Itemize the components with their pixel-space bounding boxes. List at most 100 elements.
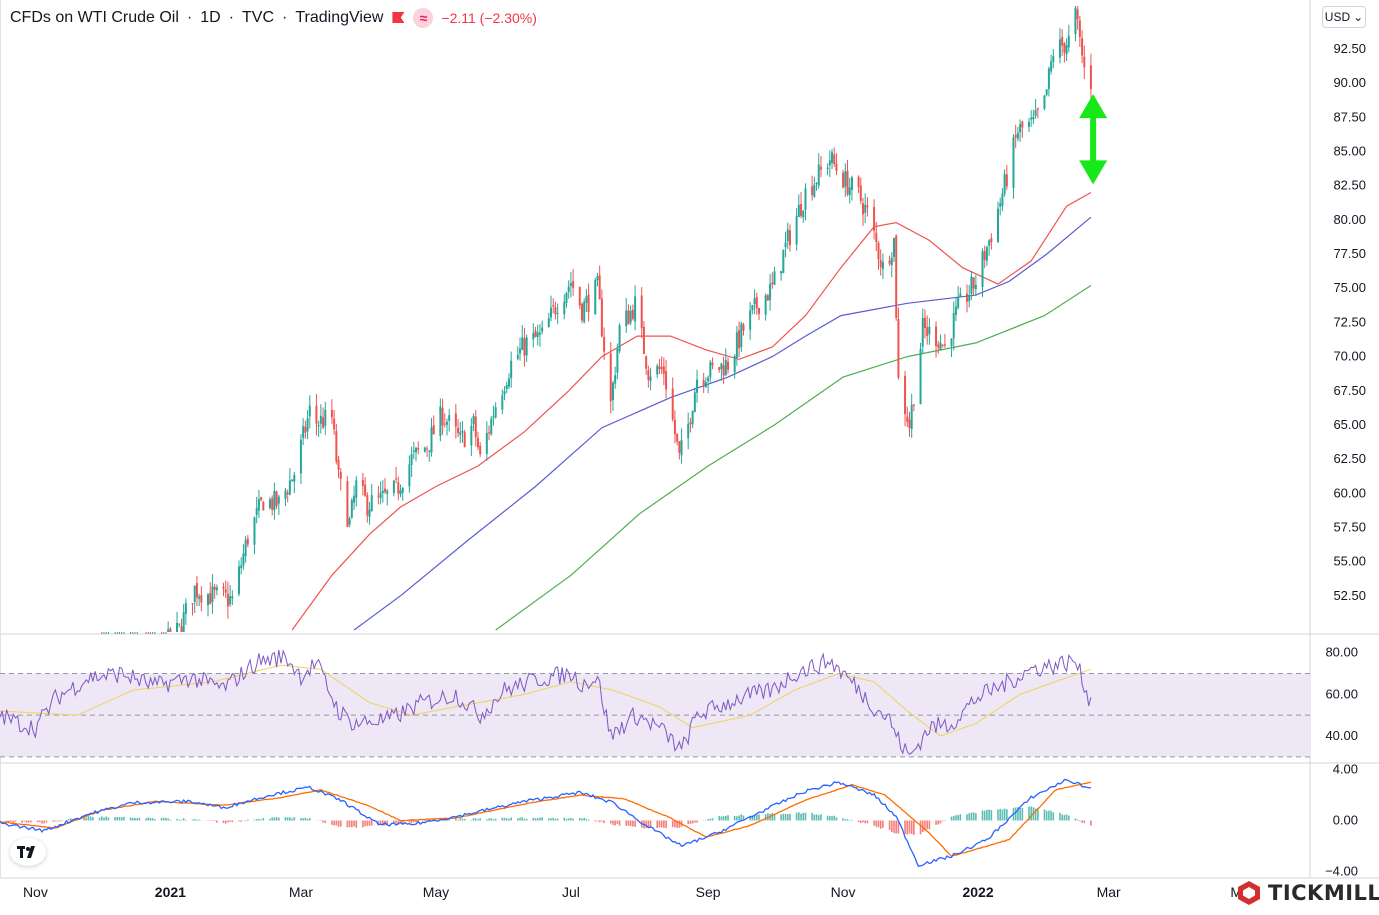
candle-body xyxy=(271,498,274,510)
candle-body xyxy=(848,187,851,196)
macd-line xyxy=(0,778,1091,868)
candle-body xyxy=(572,281,575,288)
candle-body xyxy=(912,404,915,406)
price-tick-label: 60.00 xyxy=(1333,485,1366,500)
candle-body xyxy=(600,298,603,337)
candle-body xyxy=(377,495,380,497)
candle-body xyxy=(740,323,743,348)
candle-body xyxy=(817,164,820,186)
time-tick-label: Sep xyxy=(696,884,721,900)
price-tick-label: 65.00 xyxy=(1333,417,1366,432)
candle-body xyxy=(983,250,986,260)
symbol-title[interactable]: CFDs on WTI Crude Oil xyxy=(10,9,179,26)
candle-body xyxy=(1078,20,1081,38)
candle-body xyxy=(720,363,723,370)
candle-body xyxy=(680,440,683,456)
candle-body xyxy=(844,171,847,187)
exchange-label: TVC xyxy=(242,9,275,26)
candle-body xyxy=(428,450,431,452)
candle-body xyxy=(583,301,586,322)
candle-body xyxy=(673,419,676,435)
candle-body xyxy=(629,310,632,323)
candle-body xyxy=(952,313,955,339)
candle-body xyxy=(200,594,203,603)
candle-body xyxy=(167,629,170,632)
time-tick-label: Nov xyxy=(831,884,856,900)
flag-icon[interactable] xyxy=(391,11,405,25)
candle-body xyxy=(879,260,882,267)
candle-body xyxy=(534,330,537,338)
candle-body xyxy=(1003,174,1006,195)
candle-body xyxy=(195,583,198,598)
price-tick-label: 82.50 xyxy=(1333,178,1366,193)
header-dot: · xyxy=(282,9,288,26)
macd-tick-label: 4.00 xyxy=(1333,762,1358,777)
tradingview-logo-icon[interactable] xyxy=(10,838,46,866)
candle-body xyxy=(476,437,479,448)
candle-body xyxy=(547,318,550,328)
candle-body xyxy=(569,283,572,286)
candle-body xyxy=(306,418,309,432)
candle-body xyxy=(488,432,491,434)
candle-body xyxy=(753,298,756,305)
candle-body xyxy=(463,432,466,448)
candle-body xyxy=(1047,68,1050,90)
candle-body xyxy=(611,382,614,400)
candle-body xyxy=(738,330,741,349)
candle-body xyxy=(800,203,803,216)
candle-body xyxy=(563,301,566,315)
candle-body xyxy=(751,304,754,311)
candle-body xyxy=(554,307,557,315)
candle-body xyxy=(381,490,384,494)
candle-body xyxy=(970,276,973,294)
candle-body xyxy=(426,448,429,450)
candle-body xyxy=(642,326,645,354)
candle-body xyxy=(647,370,650,380)
candle-body xyxy=(631,309,634,319)
candle-body xyxy=(415,447,418,453)
candle-body xyxy=(665,371,668,390)
candle-body xyxy=(1061,37,1064,46)
candle-body xyxy=(742,324,745,331)
candle-body xyxy=(541,327,544,332)
candle-body xyxy=(1019,124,1022,133)
time-tick-label: Jul xyxy=(562,884,580,900)
candle-body xyxy=(727,361,730,370)
price-tick-label: 80.00 xyxy=(1333,212,1366,227)
candle-body xyxy=(866,205,869,208)
candle-body xyxy=(1005,174,1008,187)
candle-body xyxy=(1012,137,1015,189)
candle-body xyxy=(850,177,853,190)
candle-body xyxy=(395,478,398,480)
candle-body xyxy=(1027,122,1030,127)
candle-body xyxy=(368,509,371,517)
grid-layer xyxy=(0,0,1379,879)
candle-body xyxy=(322,417,325,428)
candle-body xyxy=(782,249,785,273)
candle-body xyxy=(662,366,665,374)
candle-body xyxy=(1034,110,1037,116)
candle-body xyxy=(972,277,975,289)
candle-body xyxy=(678,441,681,453)
currency-dropdown[interactable]: USD ⌄ xyxy=(1322,6,1366,28)
candle-body xyxy=(835,163,838,171)
candle-body xyxy=(1083,56,1086,68)
approx-icon[interactable]: ≈ xyxy=(413,8,434,28)
arrow-shaft xyxy=(1090,117,1097,162)
candle-body xyxy=(928,326,931,335)
candle-body xyxy=(985,247,988,261)
price-tick-label: 70.00 xyxy=(1333,349,1366,364)
candle-body xyxy=(722,365,725,376)
candle-body xyxy=(693,392,696,413)
candle-body xyxy=(842,172,845,188)
candle-body xyxy=(184,603,187,614)
candle-body xyxy=(904,375,907,415)
candle-body xyxy=(996,208,999,243)
price-tick-label: 90.00 xyxy=(1333,75,1366,90)
candle-body xyxy=(470,425,473,446)
candle-body xyxy=(784,242,787,248)
interval-label[interactable]: 1D xyxy=(200,9,221,26)
time-tick-label: May xyxy=(423,884,449,900)
